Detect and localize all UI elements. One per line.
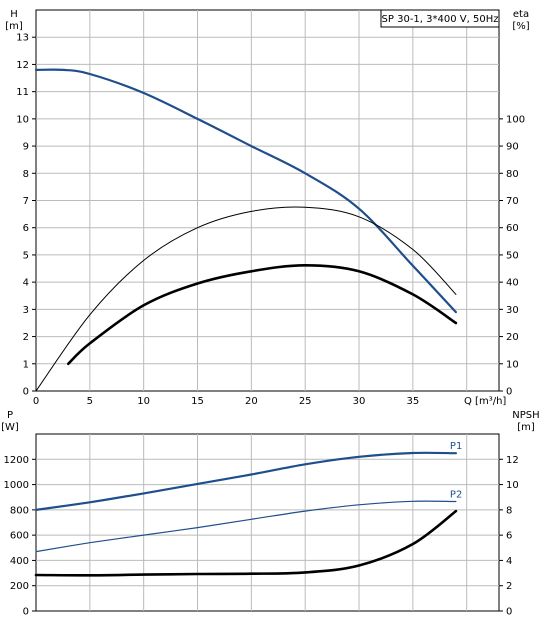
bottom-series-line-2 [34, 509, 458, 577]
top-right-tick-label: 40 [506, 278, 519, 289]
bottom-right-tick-label: 0 [506, 607, 512, 618]
bottom-left-axis-unit: [W] [1, 422, 19, 433]
top-right-axis-label-eta: eta [513, 9, 529, 20]
top-left-tick-label: 11 [16, 87, 29, 98]
bottom-left-tick-label: 0 [23, 607, 29, 618]
legend-box [380, 9, 500, 28]
top-right-tick-label: 10 [506, 359, 519, 370]
bottom-right-tick-label: 6 [506, 531, 512, 542]
top-left-tick-label: 9 [23, 142, 29, 153]
top-left-axis-unit: [m] [5, 21, 23, 32]
top-left-axis-label-h: H [10, 9, 18, 20]
top-left-tick-label: 10 [16, 114, 29, 125]
legend-text: SP 30-1, 3*400 V, 50Hz [382, 14, 499, 25]
top-x-tick-label: 10 [137, 396, 150, 407]
bottom-left-tick-label: 1000 [4, 480, 29, 491]
bottom-left-tick-label: 200 [10, 581, 29, 592]
top-series-line-0 [34, 68, 457, 314]
bottom-series-label-p1: P1 [450, 441, 462, 452]
top-right-tick-label: 30 [506, 305, 519, 316]
top-left-tick-label: 8 [23, 169, 29, 180]
top-left-tick-label: 12 [16, 60, 29, 71]
top-x-axis-label: Q [m³/h] [464, 396, 506, 407]
bottom-series-label-p2: P2 [450, 490, 462, 501]
top-left-tick-label: 4 [23, 278, 29, 289]
top-left-tick-label: 7 [23, 196, 29, 207]
bottom-right-tick-label: 12 [506, 455, 519, 466]
bottom-left-tick-label: 400 [10, 556, 29, 567]
top-chart: 0123456789101112130102030405060708090100… [5, 9, 530, 407]
top-series-line-1 [35, 206, 457, 392]
top-grid [36, 10, 499, 391]
bottom-grid [36, 434, 499, 611]
top-right-axis-unit: [%] [512, 21, 529, 32]
bottom-series-line-p1 [34, 451, 457, 511]
top-right-tick-label: 80 [506, 169, 519, 180]
top-x-tick-label: 35 [406, 396, 419, 407]
top-series-line-2 [67, 264, 458, 366]
top-left-tick-label: 0 [23, 387, 29, 398]
bottom-right-axis-label-npsh: NPSH [512, 410, 539, 421]
bottom-plot-frame [35, 433, 500, 612]
top-left-tick-label: 6 [23, 223, 29, 234]
bottom-right-tick-label: 8 [506, 505, 512, 516]
top-right-tick-label: 50 [506, 250, 519, 261]
bottom-right-tick-label: 2 [506, 581, 512, 592]
top-x-tick-label: 30 [353, 396, 366, 407]
top-series [34, 68, 458, 392]
top-left-tick-label: 13 [16, 33, 29, 44]
bottom-left-tick-label: 1200 [4, 455, 29, 466]
bottom-right-axis-unit: [m] [517, 422, 535, 433]
top-right-tick-label: 70 [506, 196, 519, 207]
top-left-tick-label: 2 [23, 332, 29, 343]
top-right-tick-label: 60 [506, 223, 519, 234]
top-right-tick-label: 20 [506, 332, 519, 343]
bottom-series-line-p2 [35, 500, 457, 553]
top-left-tick-label: 5 [23, 250, 29, 261]
top-x-tick-label: 20 [245, 396, 258, 407]
top-x-tick-label: 15 [191, 396, 204, 407]
top-x-tick-label: 0 [33, 396, 39, 407]
bottom-right-tick-label: 10 [506, 480, 519, 491]
bottom-left-tick-label: 600 [10, 531, 29, 542]
bottom-series: P1 P2 [34, 441, 462, 577]
bottom-chart: 0 200 400 600 800 1000 1200 0 2 4 6 8 10 12 P1 P2 P [W… [1, 410, 540, 618]
bottom-right-tick-label: 4 [506, 556, 512, 567]
top-right-tick-label: 90 [506, 142, 519, 153]
bottom-left-axis-label-p: P [7, 410, 13, 421]
top-x-tick-label: 25 [299, 396, 312, 407]
top-left-tick-label: 3 [23, 305, 29, 316]
top-left-tick-label: 1 [23, 359, 29, 370]
top-right-tick-label: 0 [506, 387, 512, 398]
top-x-tick-label: 5 [87, 396, 93, 407]
top-right-tick-label: 100 [506, 114, 525, 125]
bottom-tick-labels: 0 200 400 600 800 1000 1200 0 2 4 6 8 10 12 [4, 455, 519, 618]
top-tick-labels: 0123456789101112130102030405060708090100… [16, 33, 525, 407]
bottom-left-tick-label: 800 [10, 505, 29, 516]
